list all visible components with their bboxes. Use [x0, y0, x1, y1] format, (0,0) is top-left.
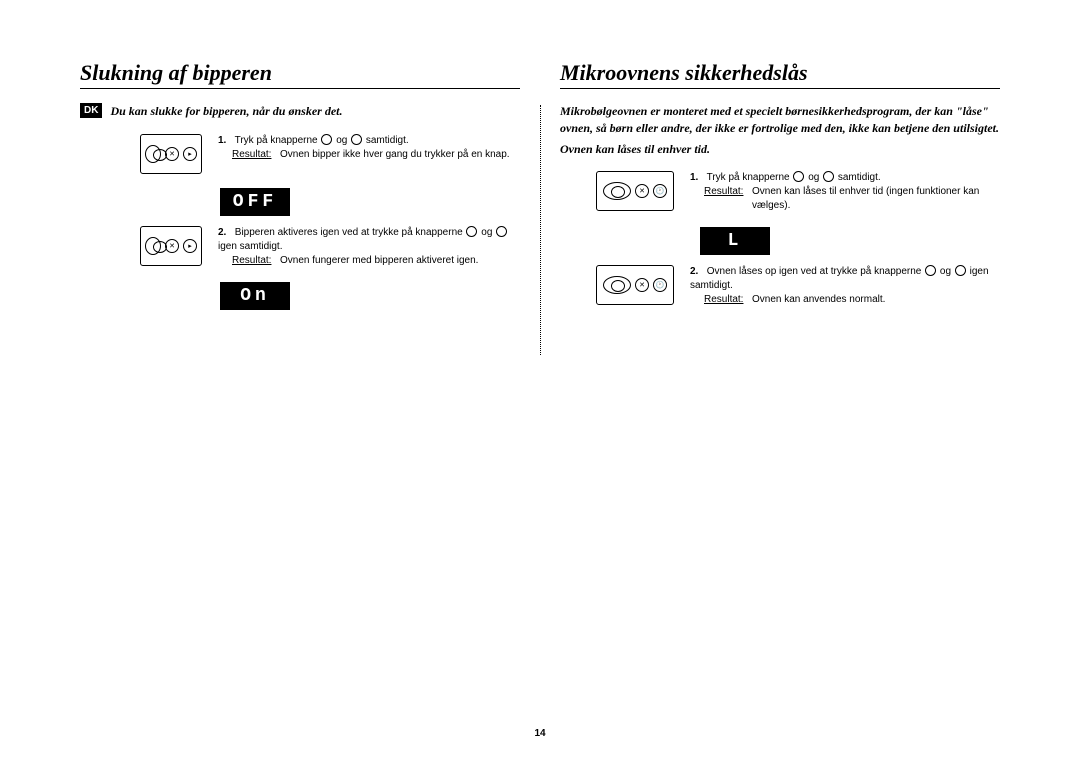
lcd-display: L	[700, 227, 770, 255]
stop-button-icon	[793, 171, 804, 182]
left-intro-row: DK Du kan slukke for bipperen, når du øn…	[80, 103, 520, 120]
result-text: Ovnen fungerer med bipperen aktiveret ig…	[280, 254, 520, 268]
instruction-text: samtidigt.	[838, 172, 881, 183]
instruction-text: og	[336, 135, 350, 146]
dial-icon	[603, 276, 631, 294]
instruction-text: og	[481, 227, 495, 238]
left-title: Slukning af bipperen	[80, 60, 520, 89]
instruction-text: Ovnen låses op igen ved at trykke på kna…	[707, 266, 924, 277]
left-column: Slukning af bipperen DK Du kan slukke fo…	[80, 60, 520, 700]
step-number: 2.	[690, 265, 704, 279]
stop-button-icon	[925, 265, 936, 276]
button-panel-icon: ✕ ▸	[140, 134, 202, 174]
result-label: Resultat:	[232, 148, 280, 162]
clock-button-icon	[955, 265, 966, 276]
step-body: 1. Tryk på knapperne og samtidigt. Resul…	[218, 134, 520, 162]
stop-icon: ✕	[635, 184, 649, 198]
result-text: Ovnen kan anvendes normalt.	[752, 293, 1000, 307]
lcd-display: OFF	[220, 188, 290, 216]
instruction-text: Tryk på knapperne	[707, 172, 793, 183]
result-label: Resultat:	[704, 293, 752, 307]
result-label: Resultat:	[704, 185, 752, 213]
stop-button-icon	[321, 134, 332, 145]
step-number: 1.	[690, 171, 704, 185]
dial-icon	[145, 145, 161, 163]
dial-icon	[603, 182, 631, 200]
right-step-2: ✕ 🕐 2. Ovnen låses op igen ved at trykke…	[596, 265, 1000, 307]
clock-icon: 🕐	[653, 184, 667, 198]
step-number: 2.	[218, 226, 232, 240]
start-icon: ▸	[183, 239, 197, 253]
start-button-icon	[496, 226, 507, 237]
right-column: Mikroovnens sikkerhedslås Mikrobølgeovne…	[560, 60, 1000, 700]
clock-icon: 🕐	[653, 278, 667, 292]
start-button-icon	[351, 134, 362, 145]
start-icon: ▸	[183, 147, 197, 161]
instruction-text: Tryk på knapperne	[235, 135, 321, 146]
instruction-text: og	[808, 172, 822, 183]
step-body: 2. Ovnen låses op igen ved at trykke på …	[690, 265, 1000, 307]
stop-icon: ✕	[635, 278, 649, 292]
right-intro-2: Ovnen kan låses til enhver tid.	[560, 141, 1000, 158]
left-step-2: ✕ ▸ 2. Bipperen aktiveres igen ved at tr…	[140, 226, 520, 268]
left-step-1: ✕ ▸ 1. Tryk på knapperne og samtidigt. R…	[140, 134, 520, 174]
page-number: 14	[534, 728, 545, 739]
step-body: 2. Bipperen aktiveres igen ved at trykke…	[218, 226, 520, 268]
column-divider	[540, 105, 541, 355]
instruction-text: Bipperen aktiveres igen ved at trykke på…	[235, 227, 466, 238]
step-number: 1.	[218, 134, 232, 148]
result-label: Resultat:	[232, 254, 280, 268]
clock-button-icon	[823, 171, 834, 182]
lcd-display: On	[220, 282, 290, 310]
instruction-text: og	[940, 266, 954, 277]
instruction-text: igen samtidigt.	[218, 241, 282, 252]
lang-badge: DK	[80, 103, 102, 118]
stop-button-icon	[466, 226, 477, 237]
dial-icon	[145, 237, 161, 255]
right-title: Mikroovnens sikkerhedslås	[560, 60, 1000, 89]
result-text: Ovnen bipper ikke hver gang du trykker p…	[280, 148, 520, 162]
button-panel-icon: ✕ 🕐	[596, 265, 674, 305]
button-panel-icon: ✕ ▸	[140, 226, 202, 266]
left-intro: Du kan slukke for bipperen, når du ønske…	[110, 103, 342, 120]
button-panel-icon: ✕ 🕐	[596, 171, 674, 211]
step-body: 1. Tryk på knapperne og samtidigt. Resul…	[690, 171, 1000, 213]
stop-icon: ✕	[165, 147, 179, 161]
right-intro: Mikrobølgeovnen er monteret med et speci…	[560, 103, 1000, 137]
right-step-1: ✕ 🕐 1. Tryk på knapperne og samtidigt. R…	[596, 171, 1000, 213]
instruction-text: samtidigt.	[366, 135, 409, 146]
result-text: Ovnen kan låses til enhver tid (ingen fu…	[752, 185, 1000, 213]
stop-icon: ✕	[165, 239, 179, 253]
